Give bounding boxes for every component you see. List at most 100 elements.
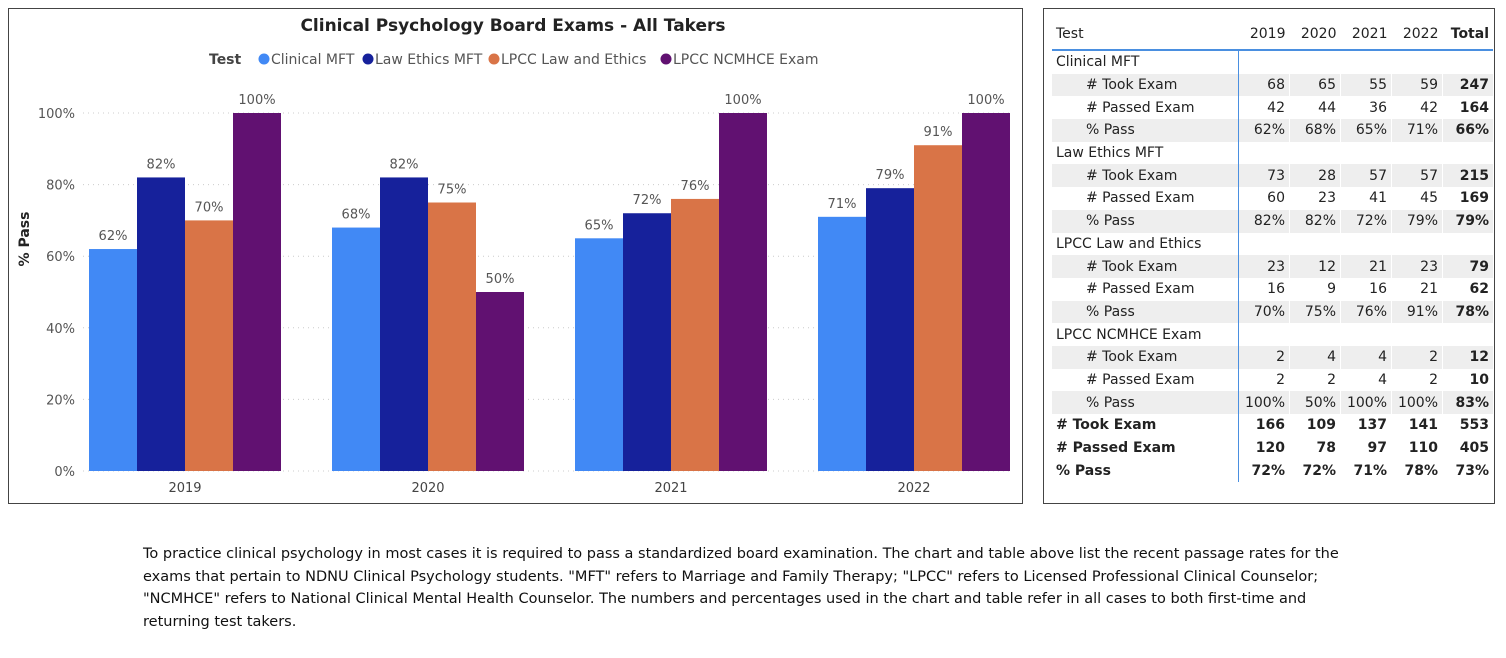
table-row: Test 2019 2020 2021 2022 Total [1052, 19, 1493, 50]
table-cell: 110 [1391, 436, 1443, 460]
table-cell [1340, 141, 1392, 165]
bar[interactable] [719, 113, 767, 471]
description-paragraph: To practice clinical psychology in most … [143, 546, 1339, 630]
bar[interactable] [185, 220, 233, 471]
row-label: # Passed Exam [1052, 368, 1239, 392]
row-label: # Took Exam [1052, 73, 1239, 97]
total-cell: 66% [1442, 119, 1493, 142]
total-cell: 78% [1442, 300, 1493, 324]
total-cell: 164 [1442, 96, 1493, 120]
bar[interactable] [233, 113, 281, 471]
legend-item[interactable]: Law Ethics MFT [375, 52, 483, 68]
bar[interactable] [818, 216, 866, 471]
table-cell: 50% [1289, 391, 1341, 414]
data-label: 100% [724, 93, 761, 108]
data-label: 62% [99, 229, 128, 244]
total-cell: 79% [1442, 209, 1493, 233]
table-cell: 42 [1238, 96, 1290, 120]
table-cell: 57 [1391, 164, 1443, 188]
bar[interactable] [623, 213, 671, 472]
total-cell: 169 [1442, 187, 1493, 210]
table-cell: 97 [1340, 436, 1392, 460]
table-row: % Pass 72% 72% 71% 78% 73% [1052, 459, 1493, 483]
total-row-label: # Passed Exam [1052, 436, 1239, 460]
table-cell [1391, 50, 1443, 74]
table-cell: 59 [1391, 73, 1443, 97]
bar[interactable] [914, 145, 962, 471]
total-cell: 10 [1442, 368, 1493, 392]
table-cell: 4 [1340, 368, 1392, 392]
table-cell: 72% [1340, 209, 1392, 233]
bar[interactable] [89, 249, 137, 471]
table-row: # Passed Exam 2 2 4 2 10 [1052, 368, 1493, 392]
bar[interactable] [380, 177, 428, 471]
table-cell: 21 [1391, 277, 1443, 301]
y-tick-label: 100% [38, 107, 75, 122]
table-cell [1340, 50, 1392, 74]
table-cell: 137 [1340, 414, 1392, 437]
table-cell: 68% [1289, 119, 1341, 142]
x-tick-label: 2021 [654, 481, 687, 496]
row-label: # Took Exam [1052, 255, 1239, 278]
y-tick-label: 20% [46, 393, 75, 408]
bar[interactable] [476, 292, 524, 471]
total-cell: 215 [1442, 164, 1493, 188]
column-header: Test [1056, 26, 1084, 42]
table-cell: 75% [1289, 300, 1341, 324]
table-cell [1238, 323, 1290, 346]
table-cell: 100% [1340, 391, 1392, 414]
table-row: # Passed Exam 120 78 97 110 405 [1052, 436, 1493, 460]
table-cell: 68 [1238, 73, 1290, 97]
data-label: 68% [342, 208, 371, 223]
column-header: 2022 [1402, 26, 1439, 42]
group-label: LPCC NCMHCE Exam [1052, 323, 1239, 346]
column-header: 2019 [1249, 26, 1286, 42]
table-cell [1442, 141, 1493, 165]
table-cell: 2 [1289, 368, 1341, 392]
row-label: % Pass [1052, 209, 1239, 233]
bar-chart: Clinical Psychology Board Exams - All Ta… [17, 16, 1013, 496]
table-cell: 91% [1391, 300, 1443, 324]
x-tick-label: 2020 [411, 481, 444, 496]
bar[interactable] [575, 238, 623, 471]
table-cell [1442, 323, 1493, 346]
table-cell: 65 [1289, 73, 1341, 97]
chart-title: Clinical Psychology Board Exams - All Ta… [300, 16, 725, 36]
table-row: # Took Exam 23 12 21 23 79 [1052, 255, 1493, 278]
table-cell: 141 [1391, 414, 1443, 437]
data-table: Test 2019 2020 2021 2022 Total Clinical MFT # T… [1052, 19, 1493, 483]
table-cell [1289, 50, 1341, 74]
table-row: # Passed Exam 16 9 16 21 62 [1052, 277, 1493, 301]
row-label: % Pass [1052, 300, 1239, 324]
legend-item[interactable]: LPCC NCMHCE Exam [673, 52, 819, 68]
chart-panel: Clinical Psychology Board Exams - All Ta… [8, 8, 1023, 504]
total-cell: 553 [1442, 414, 1493, 437]
bar[interactable] [671, 198, 719, 472]
row-label: # Passed Exam [1052, 187, 1239, 210]
y-tick-label: 40% [46, 322, 75, 337]
bar[interactable] [866, 188, 914, 471]
table-cell [1391, 323, 1443, 346]
legend-marker [488, 53, 500, 65]
bar[interactable] [428, 202, 476, 472]
data-label: 71% [828, 197, 857, 212]
bar[interactable] [137, 177, 185, 471]
table-cell: 76% [1340, 300, 1392, 324]
table-row: # Took Exam 166 109 137 141 553 [1052, 414, 1493, 437]
data-label: 72% [633, 193, 662, 208]
table-row: # Took Exam 73 28 57 57 215 [1052, 164, 1493, 188]
table-cell: 21 [1340, 255, 1392, 278]
bar[interactable] [332, 227, 380, 471]
table-cell [1442, 232, 1493, 256]
bar[interactable] [962, 113, 1010, 471]
data-label: 100% [967, 93, 1004, 108]
table-cell: 2 [1391, 345, 1443, 369]
table-cell: 82% [1238, 209, 1290, 233]
legend-item[interactable]: LPCC Law and Ethics [501, 52, 646, 68]
data-label: 79% [876, 168, 905, 183]
legend-item[interactable]: Clinical MFT [271, 52, 355, 68]
legend-marker [660, 53, 672, 65]
table-cell [1238, 232, 1290, 256]
table-row: # Passed Exam 42 44 36 42 164 [1052, 96, 1493, 120]
table-row: % Pass 82% 82% 72% 79% 79% [1052, 209, 1493, 233]
